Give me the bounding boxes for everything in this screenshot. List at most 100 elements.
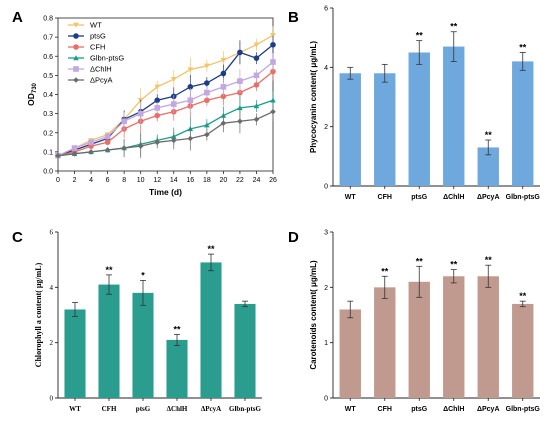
panel-b-ytick-label: 2 xyxy=(324,124,328,131)
panel-a-point xyxy=(237,49,243,56)
panel-a-legend-marker xyxy=(73,44,79,50)
panel-a-point xyxy=(88,149,94,155)
panel-d-ytick-label: 2 xyxy=(324,285,328,292)
panel-a-series-4 xyxy=(55,52,276,159)
panel-a-xtick-label: 4 xyxy=(89,177,93,184)
panel-c-xtick-label: Glbn-ptsG xyxy=(229,405,261,413)
panel-a-series-line xyxy=(57,71,274,157)
panel-c-bar xyxy=(98,284,120,398)
panel-a-ylabel: OD730 xyxy=(26,82,38,105)
panel-b-bar-chart: B 0 2 4 6 Phycocyanin content( μg/mL) WT CFH ** p… xyxy=(288,6,540,202)
panel-c-ylabel: Chlorophyll a content( μg/mL) xyxy=(34,262,43,367)
panel-a-ytick-label: 0.2 xyxy=(43,130,53,137)
panel-a-ytick-label: 0.6 xyxy=(43,54,53,61)
panel-a-series-5 xyxy=(55,102,276,159)
panel-b-significance: ** xyxy=(485,130,493,140)
panel-c-bar xyxy=(132,292,154,398)
panel-a-point xyxy=(204,80,210,86)
panel-a-point xyxy=(204,63,210,69)
panel-a-point xyxy=(270,59,276,65)
panel-a-point xyxy=(154,139,161,146)
panel-d-bar xyxy=(477,276,499,398)
panel-a-point xyxy=(220,70,227,77)
panel-b-significance: ** xyxy=(519,43,527,53)
panel-a-legend-marker xyxy=(73,33,79,39)
panel-d-bar xyxy=(339,309,361,398)
panel-b-letter: B xyxy=(288,9,299,26)
panel-b-bar xyxy=(339,73,361,186)
panel-a-xlabel: Time (d) xyxy=(149,187,182,197)
panel-d-significance: ** xyxy=(519,291,527,301)
panel-a-point xyxy=(253,82,260,88)
panel-c-xtick-label: ptsG xyxy=(136,405,151,413)
panel-a-point xyxy=(170,76,177,82)
panel-c-ytick-label: 6 xyxy=(50,229,54,237)
panel-d-xtick-label: WT xyxy=(345,406,357,413)
panel-a-legend-label: Glbn-ptsG xyxy=(90,54,124,63)
panel-a-point xyxy=(220,84,227,90)
panel-b-bar xyxy=(512,61,534,186)
panel-a-point xyxy=(270,68,276,75)
panel-a-point xyxy=(88,139,94,146)
panel-d-significance: ** xyxy=(416,256,424,266)
panel-a-point xyxy=(154,97,161,104)
panel-a-point xyxy=(204,89,210,96)
panel-a-point xyxy=(270,97,276,103)
panel-a-point xyxy=(187,67,194,73)
panel-a-legend-marker xyxy=(73,22,79,28)
panel-a-point xyxy=(253,72,260,79)
panel-c-bar xyxy=(64,309,86,398)
panel-d-ytick-label: 0 xyxy=(324,396,328,403)
panel-b-ytick-label: 6 xyxy=(324,6,328,13)
panel-d-bar xyxy=(512,303,534,398)
panel-a-point xyxy=(71,145,78,151)
panel-c-ytick-label: 4 xyxy=(50,284,54,292)
panel-b-bar xyxy=(477,147,499,186)
panel-a-point xyxy=(55,152,61,159)
panel-a-point xyxy=(220,57,227,63)
panel-a-ytick-label: 0.8 xyxy=(43,16,53,23)
panel-a-point xyxy=(137,110,144,117)
panel-d-xtick-label: Glbn-ptsG xyxy=(506,406,541,413)
panel-a-point xyxy=(253,103,260,109)
panel-a-ytick-label: 0.0 xyxy=(43,169,53,176)
panel-a-series-line xyxy=(57,111,274,157)
panel-c-xtick-label: WT xyxy=(69,405,81,413)
panel-b-ylabel: Phycocyanin content( μg/mL) xyxy=(309,41,318,153)
panel-a-ytick-label: 0.4 xyxy=(43,92,53,99)
panel-a-point xyxy=(237,118,243,125)
panel-b-significance: ** xyxy=(450,22,458,32)
panel-a-point xyxy=(270,32,276,39)
panel-b-bar xyxy=(443,46,465,186)
panel-d-ylabel: Carotenoids content( μg/mL) xyxy=(309,260,318,370)
panel-a-point xyxy=(237,105,243,111)
panel-a-point xyxy=(121,145,127,151)
panel-d-bar xyxy=(408,281,430,398)
panel-a-ytick-label: 0.1 xyxy=(43,149,53,156)
panel-a-xtick-label: 12 xyxy=(153,177,161,184)
panel-c-xtick-label: ΔPcyA xyxy=(201,405,221,413)
panel-a-xtick-label: 14 xyxy=(170,177,178,184)
panel-d-xtick-label: ptsG xyxy=(411,406,428,413)
panel-a-ytick-label: 0.7 xyxy=(43,35,53,42)
panel-a-point xyxy=(237,78,243,84)
panel-a-point xyxy=(220,93,227,100)
panel-b-significance: ** xyxy=(416,31,424,41)
panel-d-bar-chart: D 0 1 2 3 Carotenoids content( μg/mL) WT ** CFH *… xyxy=(288,229,540,413)
panel-d-ytick-label: 3 xyxy=(324,230,328,237)
panel-c-xtick-label: CFH xyxy=(102,405,117,413)
panel-a-point xyxy=(154,105,161,111)
panel-a-point xyxy=(253,116,260,123)
panel-a-xtick-label: 22 xyxy=(236,177,244,184)
panel-a-xtick-label: 2 xyxy=(73,177,77,184)
panel-d-bar xyxy=(443,276,465,398)
panel-a-point xyxy=(220,120,227,126)
panel-b-xtick-label: CFH xyxy=(378,194,392,201)
panel-b-bar xyxy=(408,52,430,186)
panel-a-point xyxy=(121,118,127,125)
panel-b-xtick-label: WT xyxy=(345,194,357,201)
panel-a-point xyxy=(170,101,177,107)
panel-a-legend-marker xyxy=(73,77,79,83)
panel-b-xtick-label: ΔChlH xyxy=(443,194,464,201)
panel-c-significance: ** xyxy=(207,244,215,254)
